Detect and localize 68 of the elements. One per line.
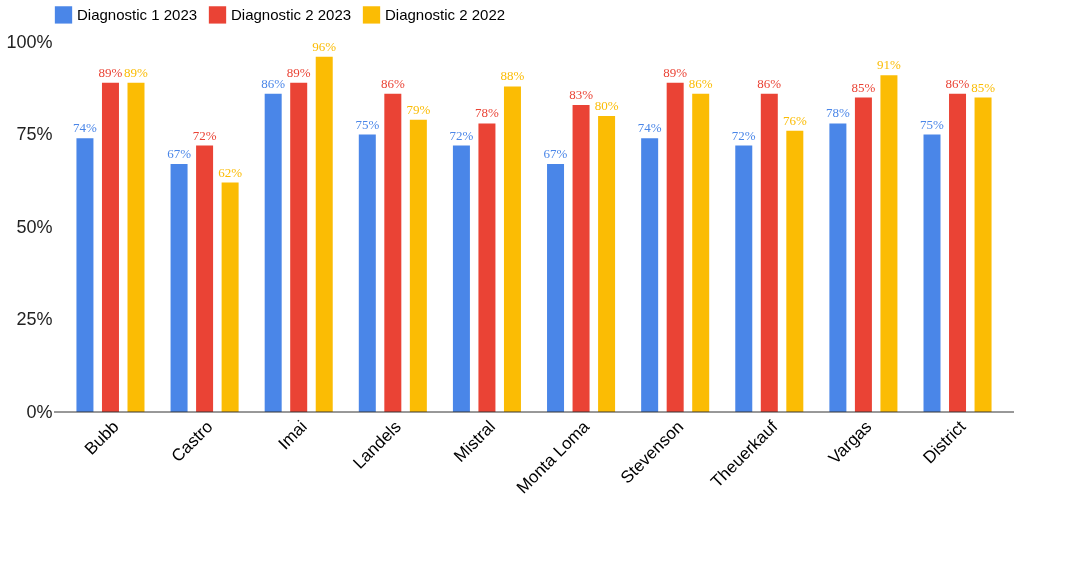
data-label: 86%	[757, 75, 782, 91]
data-label: 86%	[380, 75, 405, 91]
bar	[572, 104, 590, 412]
data-label: 89%	[124, 64, 149, 80]
legend-label: Diagnostic 2 2022	[385, 5, 506, 23]
data-label: 89%	[98, 64, 123, 80]
bar	[829, 123, 847, 412]
bar	[598, 116, 616, 412]
bar	[170, 164, 188, 412]
data-label: 67%	[543, 146, 568, 162]
y-tick-label: 75%	[16, 124, 53, 144]
bar	[735, 145, 753, 412]
data-label: 67%	[167, 146, 192, 162]
bar	[452, 145, 470, 412]
data-label: 72%	[449, 127, 474, 143]
y-tick-label: 0%	[26, 401, 53, 422]
legend-label: Diagnostic 1 2023	[77, 5, 198, 23]
data-label: 75%	[920, 116, 945, 132]
bar	[315, 56, 333, 412]
data-label: 78%	[825, 105, 850, 121]
bar	[974, 97, 992, 412]
bar	[641, 138, 659, 412]
legend-label: Diagnostic 2 2023	[231, 5, 352, 23]
bar	[949, 93, 967, 412]
data-label: 74%	[73, 120, 98, 136]
bar	[760, 93, 778, 412]
data-label: 78%	[475, 105, 500, 121]
bar	[666, 82, 684, 412]
bar	[221, 182, 239, 412]
data-label: 89%	[663, 64, 688, 80]
y-tick-label: 50%	[16, 216, 53, 237]
data-label: 91%	[877, 57, 902, 73]
bar	[854, 97, 872, 412]
data-label: 86%	[945, 75, 970, 91]
data-label: 83%	[569, 86, 594, 102]
data-label: 80%	[594, 98, 619, 113]
data-label: 85%	[851, 79, 876, 95]
bar	[409, 119, 427, 412]
bar	[127, 82, 145, 412]
bar	[692, 93, 710, 412]
data-label: 89%	[286, 64, 311, 80]
bar	[880, 75, 898, 412]
bar	[101, 82, 119, 412]
bar	[358, 134, 376, 412]
data-label: 86%	[688, 75, 713, 91]
data-label: 72%	[731, 127, 756, 143]
data-label: 85%	[971, 79, 996, 95]
bar	[196, 145, 214, 412]
bar	[547, 164, 565, 412]
bar	[478, 123, 496, 412]
data-label: 75%	[355, 116, 380, 132]
data-label: 88%	[500, 68, 525, 84]
bar	[384, 93, 402, 412]
bar	[76, 138, 94, 412]
data-label: 86%	[261, 75, 286, 91]
data-label: 62%	[218, 164, 243, 180]
data-label: 76%	[782, 112, 807, 128]
y-tick-label: 100%	[6, 31, 53, 52]
data-label: 72%	[192, 127, 217, 143]
bar	[786, 130, 804, 412]
data-label: 79%	[406, 101, 431, 117]
data-label: 96%	[312, 38, 337, 54]
y-tick-label: 25%	[16, 309, 53, 329]
bar	[264, 93, 282, 412]
bar	[503, 86, 521, 412]
data-label: 74%	[637, 120, 662, 136]
bar	[923, 134, 941, 412]
bar	[290, 82, 308, 412]
